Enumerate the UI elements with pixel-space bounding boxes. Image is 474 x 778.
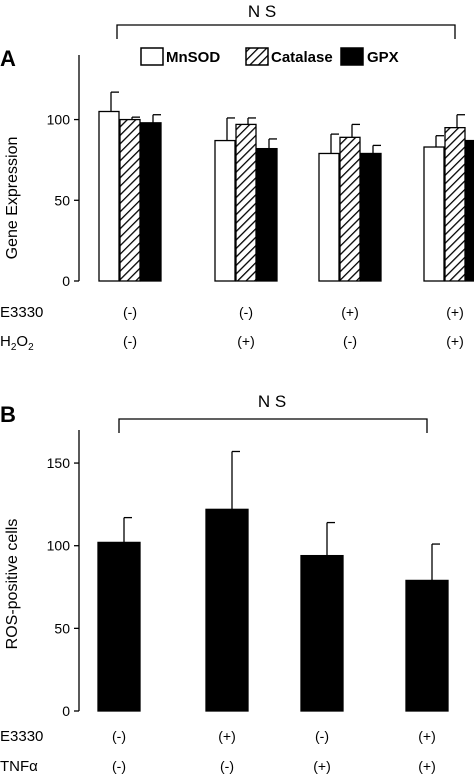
panel-0-significance-bracket: [116, 24, 456, 39]
panel-0-ytick-label-0: 0: [62, 273, 70, 289]
panel-a-row-h2o2-label: H2O2: [0, 333, 34, 353]
h2o2-sub1: 2: [11, 342, 17, 353]
panel-0-row-1-value-1: (+): [237, 333, 255, 349]
panel-a-row-e3330-label: E3330: [0, 304, 43, 321]
panel-a-significance: N S: [248, 2, 276, 21]
chart-marks: 0 50 100 (-) (-) (+) (+) (-) (+) (-) (+) 0 50 100 150 (…: [47, 24, 474, 774]
panel-1-significance-bracket: [118, 418, 428, 433]
panel-1-row-0-value-2: (-): [315, 728, 329, 744]
panel-b-label: B: [0, 402, 16, 427]
panel-0-bar-gpx-3: [465, 139, 474, 282]
panel-1-row-1-value-1: (-): [220, 758, 234, 774]
panel-0-row-0-value-2: (+): [341, 304, 359, 320]
panel-0-bar-gpx-1: [256, 147, 278, 282]
panel-b-row-tnfa-label: TNFα: [0, 758, 38, 775]
panel-0-ytick-label-50: 50: [54, 192, 70, 208]
panel-0-row-0-value-0: (-): [123, 304, 137, 320]
panel-0-bar-catalase-3: [444, 126, 466, 282]
panel-1-bar-bar-0: [97, 541, 141, 712]
legend-label-mnsod: MnSOD: [166, 49, 220, 66]
h2o2-sub2: 2: [28, 342, 34, 353]
h2o2-o: O: [16, 333, 28, 350]
panel-0-bar-catalase-0: [119, 118, 141, 282]
panel-1-bar-bar-2: [300, 554, 344, 712]
panel-1-ytick-label-100: 100: [47, 538, 71, 554]
legend-label-catalase: Catalase: [271, 49, 333, 66]
panel-0-row-1-value-0: (-): [123, 333, 137, 349]
panel-1-row-1-value-0: (-): [112, 758, 126, 774]
panel-1-row-1-value-3: (+): [418, 758, 436, 774]
panel-1-ytick-label-50: 50: [54, 620, 70, 636]
panel-0-bar-gpx-0: [140, 122, 162, 282]
panel-b-ylabel: ROS-positive cells: [4, 519, 21, 650]
panel-1-row-0-value-1: (+): [218, 728, 236, 744]
panel-b-row-e3330-label: E3330: [0, 728, 43, 745]
panel-0-row-1-value-2: (-): [343, 333, 357, 349]
h2o2-h: H: [0, 333, 11, 350]
panel-0-row-0-value-1: (-): [239, 304, 253, 320]
legend-swatch-gpx: [340, 47, 364, 66]
panel-1-ytick-label-0: 0: [62, 703, 70, 719]
panel-b-significance: N S: [258, 392, 286, 411]
legend-swatch-catalase: [245, 47, 269, 66]
panel-a-ylabel: Gene Expression: [4, 137, 21, 260]
panel-a-label: A: [0, 46, 16, 71]
panel-1-ytick-label-150: 150: [47, 455, 71, 471]
panel-0-bar-mnsod-2: [318, 152, 340, 282]
panel-1-row-0-value-3: (+): [418, 728, 436, 744]
panel-1-row-1-value-2: (+): [313, 758, 331, 774]
panel-0-row-1-value-3: (+): [446, 333, 464, 349]
panel-0-ytick-label-100: 100: [47, 112, 71, 128]
panel-1-bar-bar-3: [405, 579, 449, 712]
legend-label-gpx: GPX: [367, 49, 399, 66]
panel-1-row-0-value-0: (-): [112, 728, 126, 744]
panel-a-legend: MnSOD Catalase GPX: [140, 47, 399, 66]
legend-swatch-mnsod: [140, 47, 164, 66]
panel-0-bar-mnsod-3: [423, 146, 445, 282]
panel-0-bar-catalase-2: [339, 136, 361, 282]
panel-0-bar-mnsod-0: [98, 110, 120, 282]
panel-0-row-0-value-3: (+): [446, 304, 464, 320]
panel-1-bar-bar-1: [205, 508, 249, 712]
panel-0-bar-gpx-2: [360, 152, 382, 282]
panel-0-bar-catalase-1: [235, 123, 257, 282]
panel-0-bar-mnsod-1: [214, 139, 236, 282]
